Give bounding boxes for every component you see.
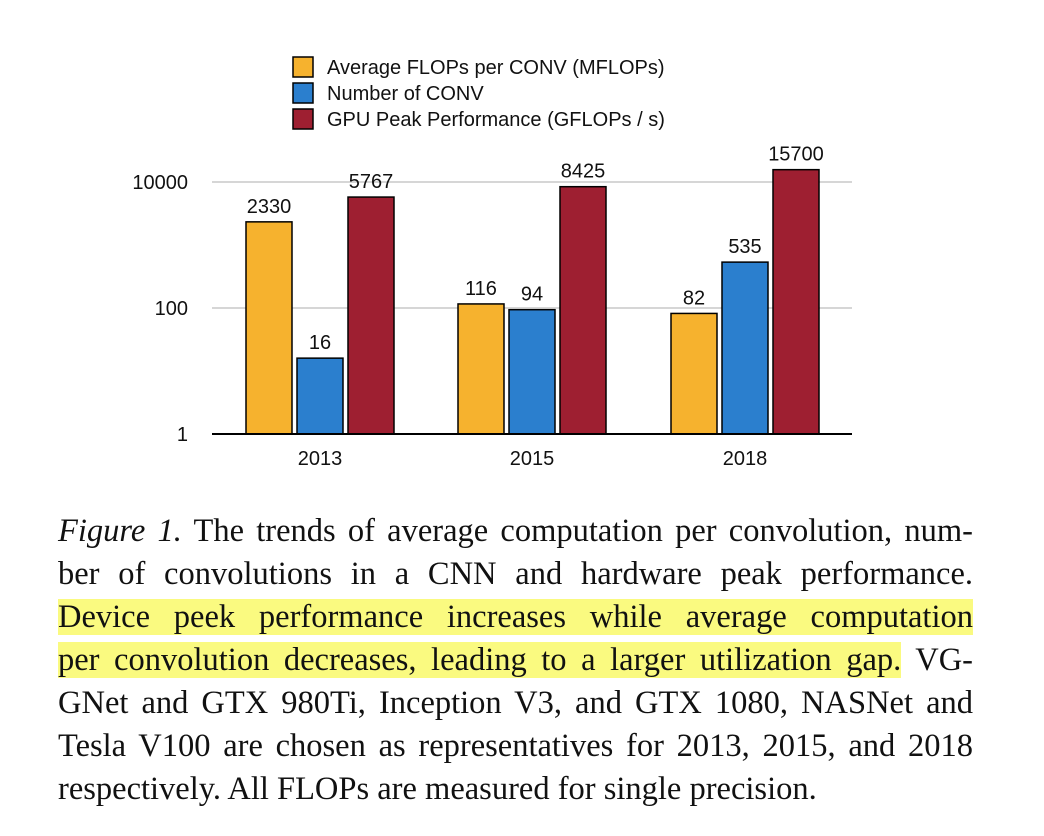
caption-highlight-1: Device peek performance increases while …	[58, 599, 973, 635]
legend-label: Number of CONV	[327, 83, 484, 105]
x-tick-label: 2018	[723, 448, 768, 470]
data-label: 94	[521, 284, 543, 306]
x-tick-label: 2015	[510, 448, 555, 470]
bar-chart: Average FLOPs per CONV (MFLOPs) Number of…	[132, 56, 852, 470]
x-axis-ticks: 2013 2015 2018	[298, 448, 768, 470]
data-label: 16	[309, 332, 331, 354]
data-label: 8425	[561, 161, 606, 183]
caption-line-4-rest: VG-	[901, 642, 973, 678]
y-tick-label: 10000	[132, 172, 188, 194]
bar	[296, 357, 344, 435]
bar	[670, 312, 718, 435]
bar	[347, 196, 395, 435]
data-label: 15700	[768, 144, 824, 166]
data-label: 82	[683, 287, 705, 309]
caption-line-1: The trends of average computation per co…	[181, 513, 973, 549]
y-tick-label: 1	[177, 424, 188, 446]
bar	[245, 221, 293, 435]
caption-line-7: respectively. All FLOPs are measured for…	[58, 771, 817, 807]
caption-line-6: Tesla V100 are chosen as representatives…	[58, 728, 973, 764]
data-label: 5767	[349, 171, 394, 193]
figure-caption: Figure 1. The trends of average computat…	[58, 510, 973, 811]
caption-line-5: GNet and GTX 980Ti, Inception V3, and GT…	[58, 685, 973, 721]
chart-legend: Average FLOPs per CONV (MFLOPs) Number of…	[292, 56, 665, 131]
legend-label: GPU Peak Performance (GFLOPs / s)	[327, 109, 665, 131]
caption-label: Figure 1.	[58, 513, 182, 549]
legend-label: Average FLOPs per CONV (MFLOPs)	[327, 57, 665, 79]
x-tick-label: 2013	[298, 448, 343, 470]
caption-highlight-2: per convolution decreases, leading to a …	[58, 642, 902, 678]
bar	[457, 303, 505, 435]
bar	[772, 168, 820, 435]
data-label: 116	[465, 278, 497, 300]
chart-bars: 2330 16 5767 116 94 8425 82 535 15700	[245, 144, 824, 435]
data-label: 2330	[247, 196, 292, 218]
legend-swatch	[292, 56, 314, 78]
bar	[721, 261, 769, 435]
legend-swatch	[292, 108, 314, 130]
bar	[559, 185, 607, 435]
bar	[508, 308, 556, 435]
data-label: 535	[728, 236, 761, 258]
y-axis-ticks: 1 100 10000	[132, 172, 188, 446]
y-tick-label: 100	[155, 298, 188, 320]
caption-line-2: ber of convolutions in a CNN and hardwar…	[58, 556, 973, 592]
legend-swatch	[292, 82, 314, 104]
